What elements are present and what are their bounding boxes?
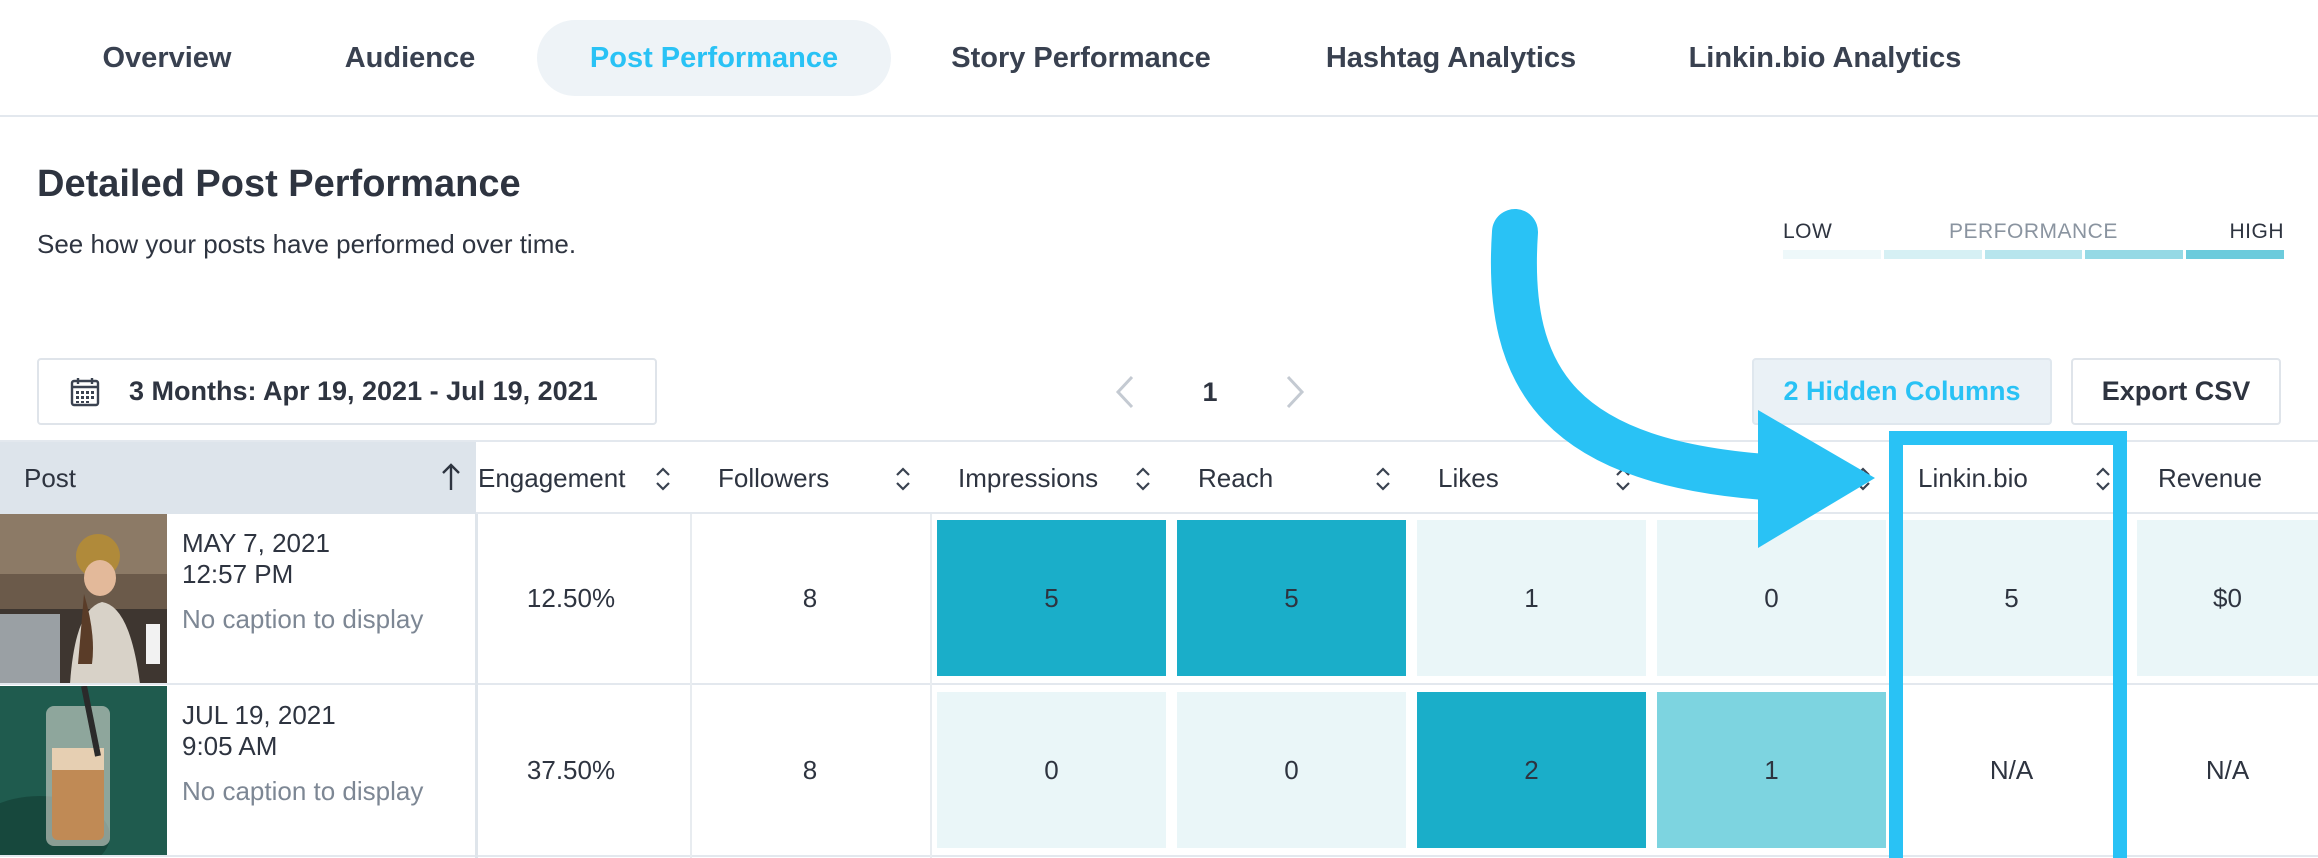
date-range-button[interactable]: 3 Months: Apr 19, 2021 - Jul 19, 2021 bbox=[37, 358, 657, 425]
sort-icon bbox=[896, 467, 910, 491]
sort-icon bbox=[1616, 467, 1630, 491]
page-number: 1 bbox=[1202, 376, 1218, 407]
previous-page-button[interactable] bbox=[1110, 372, 1140, 412]
sort-icon bbox=[2096, 467, 2110, 491]
legend-performance-label: PERFORMANCE bbox=[1949, 220, 2118, 243]
cell-hidden-metric: 0 bbox=[1657, 520, 1886, 676]
column-header-revenue[interactable]: Revenue bbox=[2158, 442, 2318, 514]
column-header-followers[interactable]: Followers bbox=[718, 442, 928, 514]
cell-impressions: 0 bbox=[937, 692, 1166, 848]
column-header-reach-label: Reach bbox=[1198, 462, 1274, 493]
cell-engagement: 37.50% bbox=[526, 755, 616, 785]
cell-reach: 5 bbox=[1177, 520, 1406, 676]
page-title: Detailed Post Performance bbox=[37, 163, 521, 205]
cell-revenue: N/A bbox=[2205, 755, 2250, 785]
hidden-columns-button[interactable]: 2 Hidden Columns bbox=[1752, 358, 2052, 425]
page-subtitle: See how your posts have performed over t… bbox=[37, 229, 577, 259]
linkinbio-column-highlight bbox=[1889, 431, 2127, 858]
column-header-post[interactable]: Post bbox=[0, 442, 476, 514]
cell-likes: 1 bbox=[1417, 520, 1646, 676]
column-header-engagement-label: Engagement bbox=[478, 462, 626, 493]
sort-icon bbox=[656, 467, 670, 491]
column-header-revenue-label: Revenue bbox=[2158, 462, 2263, 493]
table-header: Post Engagement Followers Impressions Re… bbox=[0, 440, 2318, 514]
tab-overview[interactable]: Overview bbox=[102, 41, 232, 74]
post-thumbnail-iced-coffee[interactable] bbox=[0, 686, 167, 855]
cell-followers: 8 bbox=[802, 583, 818, 613]
post-performance-table: Post Engagement Followers Impressions Re… bbox=[0, 440, 2318, 858]
cell-linkinbio: 5 bbox=[1897, 520, 2126, 676]
sort-ascending-icon bbox=[442, 463, 460, 490]
legend-swatch-1 bbox=[1783, 250, 1881, 259]
table-row[interactable]: JUL 19, 2021 9:05 AM No caption to displ… bbox=[0, 686, 2318, 857]
column-divider bbox=[690, 514, 692, 858]
cell-revenue: $0 bbox=[2137, 520, 2318, 676]
legend-scale-bar bbox=[1783, 250, 2284, 259]
column-header-likes-label: Likes bbox=[1438, 462, 1499, 493]
post-date: JUL 19, 2021 bbox=[182, 700, 336, 730]
column-header-likes[interactable]: Likes bbox=[1438, 442, 1648, 514]
sort-icon bbox=[1376, 467, 1390, 491]
cell-followers: 8 bbox=[802, 755, 818, 785]
sort-icon bbox=[1136, 467, 1150, 491]
post-time: 12:57 PM bbox=[182, 559, 294, 589]
legend-low-label: LOW bbox=[1783, 220, 1833, 243]
post-thumbnail-barista[interactable] bbox=[0, 514, 167, 683]
post-time: 9:05 AM bbox=[182, 731, 278, 761]
chevron-right-icon bbox=[1286, 375, 1305, 409]
column-header-linkinbio[interactable]: Linkin.bio bbox=[1918, 442, 2128, 514]
sort-icon bbox=[1856, 467, 1870, 491]
column-header-impressions[interactable]: Impressions bbox=[958, 442, 1168, 514]
calendar-icon bbox=[70, 377, 100, 406]
legend-high-label: HIGH bbox=[2229, 220, 2284, 243]
post-info: MAY 7, 2021 12:57 PM No caption to displ… bbox=[182, 528, 423, 635]
tab-hashtag-analytics[interactable]: Hashtag Analytics bbox=[1325, 41, 1577, 74]
column-header-reach[interactable]: Reach bbox=[1198, 442, 1408, 514]
post-caption: No caption to display bbox=[182, 776, 424, 806]
export-csv-button[interactable]: Export CSV bbox=[2071, 358, 2281, 425]
column-header-post-label: Post bbox=[24, 462, 77, 493]
legend-swatch-3 bbox=[1984, 250, 2083, 259]
column-header-hidden[interactable] bbox=[1678, 442, 1888, 514]
cell-likes: 2 bbox=[1417, 692, 1646, 848]
cell-engagement: 12.50% bbox=[526, 583, 616, 613]
pagination: 1 bbox=[1110, 365, 1310, 419]
date-range-label: 3 Months: Apr 19, 2021 - Jul 19, 2021 bbox=[129, 376, 598, 406]
legend-swatch-2 bbox=[1883, 250, 1982, 259]
cell-reach: 0 bbox=[1177, 692, 1406, 848]
legend-swatch-4 bbox=[2085, 250, 2184, 259]
tab-linkinbio-analytics[interactable]: Linkin.bio Analytics bbox=[1688, 41, 1962, 74]
tab-post-performance[interactable]: Post Performance bbox=[537, 20, 891, 96]
column-divider bbox=[930, 514, 932, 858]
tab-audience[interactable]: Audience bbox=[344, 41, 476, 74]
column-header-engagement[interactable]: Engagement bbox=[478, 442, 688, 514]
performance-legend: LOW PERFORMANCE HIGH bbox=[1783, 220, 2284, 259]
cell-hidden-metric: 1 bbox=[1657, 692, 1886, 848]
tab-story-performance[interactable]: Story Performance bbox=[951, 41, 1211, 74]
next-page-button[interactable] bbox=[1280, 372, 1310, 412]
column-header-linkinbio-label: Linkin.bio bbox=[1918, 462, 2028, 493]
column-divider bbox=[475, 514, 478, 858]
post-date: MAY 7, 2021 bbox=[182, 528, 330, 558]
post-caption: No caption to display bbox=[182, 604, 424, 634]
table-row[interactable]: MAY 7, 2021 12:57 PM No caption to displ… bbox=[0, 514, 2318, 685]
cell-linkinbio: N/A bbox=[1989, 755, 2034, 785]
legend-swatch-5 bbox=[2186, 250, 2284, 259]
chevron-left-icon bbox=[1115, 375, 1134, 409]
column-header-followers-label: Followers bbox=[718, 462, 830, 493]
post-info: JUL 19, 2021 9:05 AM No caption to displ… bbox=[182, 700, 423, 807]
cell-impressions: 5 bbox=[937, 520, 1166, 676]
tab-bar: Overview Audience Post Performance Story… bbox=[0, 0, 2318, 117]
column-header-impressions-label: Impressions bbox=[958, 462, 1099, 493]
